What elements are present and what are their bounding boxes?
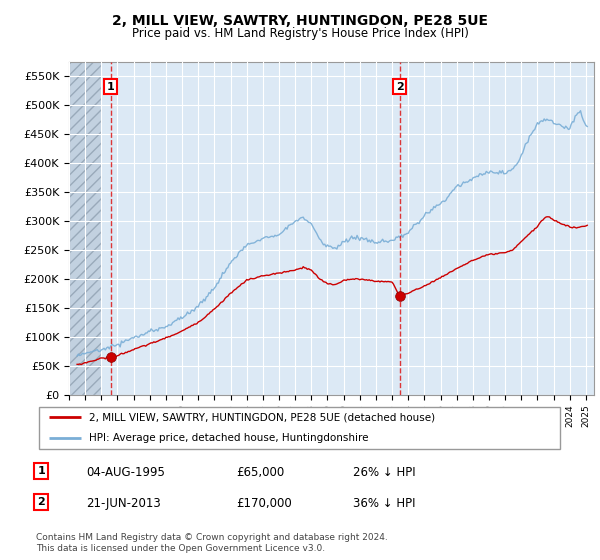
Text: 2, MILL VIEW, SAWTRY, HUNTINGDON, PE28 5UE (detached house): 2, MILL VIEW, SAWTRY, HUNTINGDON, PE28 5…	[89, 412, 435, 422]
Text: HPI: Average price, detached house, Huntingdonshire: HPI: Average price, detached house, Hunt…	[89, 433, 368, 444]
Text: 26% ↓ HPI: 26% ↓ HPI	[353, 466, 415, 479]
Text: 2: 2	[396, 82, 404, 92]
Text: 2: 2	[37, 497, 45, 507]
Text: 1: 1	[37, 466, 45, 476]
Text: 36% ↓ HPI: 36% ↓ HPI	[353, 497, 415, 510]
Text: 1: 1	[107, 82, 115, 92]
Text: 21-JUN-2013: 21-JUN-2013	[86, 497, 161, 510]
Text: £65,000: £65,000	[236, 466, 285, 479]
Text: 04-AUG-1995: 04-AUG-1995	[86, 466, 165, 479]
Text: Price paid vs. HM Land Registry's House Price Index (HPI): Price paid vs. HM Land Registry's House …	[131, 27, 469, 40]
Text: £170,000: £170,000	[236, 497, 292, 510]
Text: 2, MILL VIEW, SAWTRY, HUNTINGDON, PE28 5UE: 2, MILL VIEW, SAWTRY, HUNTINGDON, PE28 5…	[112, 14, 488, 28]
Bar	[69, 62, 101, 395]
Text: Contains HM Land Registry data © Crown copyright and database right 2024.
This d: Contains HM Land Registry data © Crown c…	[36, 533, 388, 553]
FancyBboxPatch shape	[38, 407, 560, 449]
